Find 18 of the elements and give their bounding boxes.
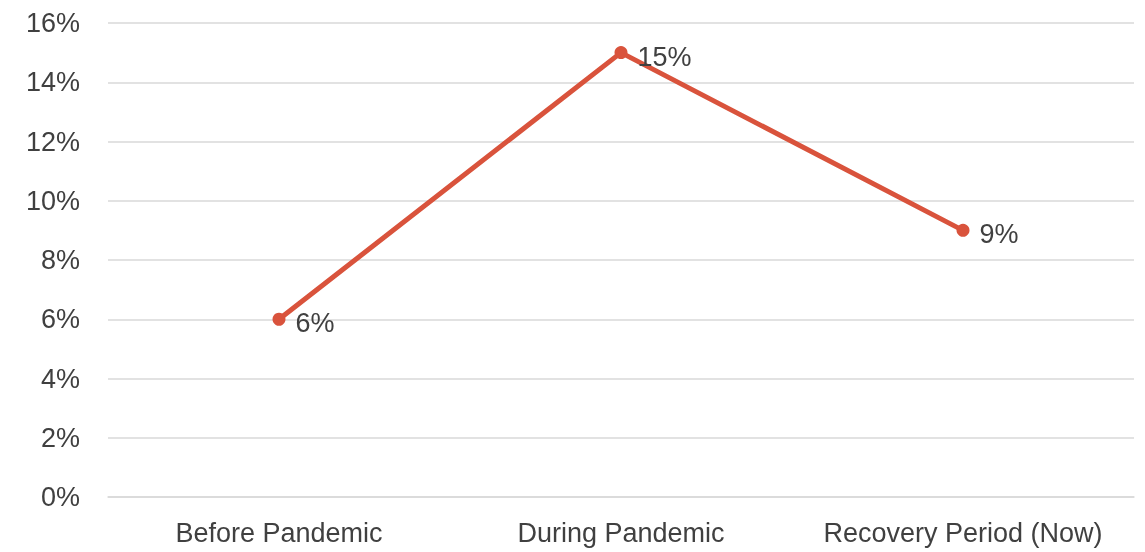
y-tick-label: 8% <box>40 245 80 275</box>
y-tick-label: 6% <box>40 304 80 335</box>
data-label: 6% <box>295 308 335 339</box>
point <box>614 46 628 60</box>
y-tick-label: 14% <box>25 67 80 98</box>
y-tick-label: 2% <box>40 422 80 453</box>
x-tick-label: Before Pandemic <box>175 517 383 548</box>
y-tick-label: 16% <box>25 8 80 38</box>
x-tick-label: Recovery Period (Now) <box>823 517 1103 548</box>
point <box>956 223 970 237</box>
x-tick-label: During Pandemic <box>517 517 725 548</box>
data-label: 15% <box>637 41 692 72</box>
y-tick-label: 12% <box>25 126 80 157</box>
y-tick-label: 4% <box>40 363 80 394</box>
data-label: 9% <box>979 219 1019 250</box>
y-tick-label: 0% <box>40 482 80 512</box>
point <box>272 312 286 326</box>
y-tick-label: 10% <box>25 185 80 216</box>
